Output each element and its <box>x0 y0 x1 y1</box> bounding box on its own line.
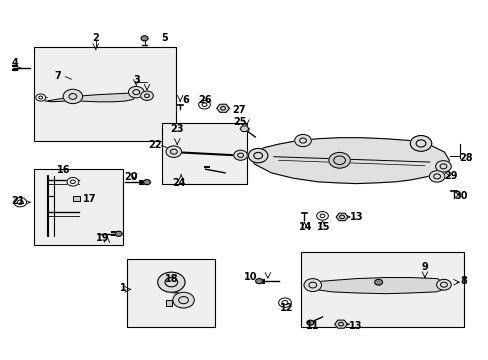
Text: 3: 3 <box>134 75 141 85</box>
Polygon shape <box>334 320 346 328</box>
Text: 30: 30 <box>453 191 467 201</box>
Circle shape <box>158 272 184 292</box>
Text: 12: 12 <box>279 303 293 313</box>
Circle shape <box>409 135 431 151</box>
Polygon shape <box>47 93 136 102</box>
Circle shape <box>255 279 262 284</box>
Circle shape <box>436 279 450 290</box>
Polygon shape <box>249 138 448 184</box>
Circle shape <box>115 231 122 236</box>
Text: 24: 24 <box>172 178 185 188</box>
Circle shape <box>141 91 153 100</box>
Circle shape <box>198 100 210 109</box>
Bar <box>165 301 172 306</box>
Bar <box>34 47 176 140</box>
Polygon shape <box>335 213 347 221</box>
Circle shape <box>14 198 26 207</box>
Text: 29: 29 <box>444 171 457 181</box>
Polygon shape <box>37 95 47 101</box>
Circle shape <box>294 134 311 147</box>
Bar <box>127 259 215 327</box>
Text: 18: 18 <box>164 274 178 284</box>
Polygon shape <box>216 104 229 112</box>
Text: 23: 23 <box>170 124 183 134</box>
Text: 21: 21 <box>11 196 25 206</box>
Circle shape <box>278 298 291 307</box>
Text: 17: 17 <box>82 194 96 204</box>
Text: 5: 5 <box>161 33 168 43</box>
Bar <box>73 196 80 201</box>
Bar <box>161 123 246 184</box>
Text: 26: 26 <box>197 95 211 105</box>
Text: 13: 13 <box>349 212 363 222</box>
Text: 20: 20 <box>124 172 138 183</box>
Text: 22: 22 <box>148 140 161 150</box>
Text: 15: 15 <box>316 222 329 232</box>
Text: 6: 6 <box>182 95 188 105</box>
Text: 7: 7 <box>54 71 61 81</box>
Text: 4: 4 <box>11 58 18 68</box>
Text: 14: 14 <box>298 222 311 232</box>
Circle shape <box>316 212 328 220</box>
Polygon shape <box>240 126 248 131</box>
Circle shape <box>374 279 382 285</box>
Text: 13: 13 <box>348 321 362 330</box>
Text: 16: 16 <box>57 165 71 175</box>
Circle shape <box>143 180 150 185</box>
Text: 19: 19 <box>96 233 110 243</box>
Text: 28: 28 <box>458 153 472 163</box>
Bar <box>300 252 463 327</box>
Circle shape <box>233 150 247 160</box>
Circle shape <box>63 89 82 104</box>
Circle shape <box>304 279 321 292</box>
Text: 8: 8 <box>460 276 467 286</box>
Circle shape <box>328 152 349 168</box>
Circle shape <box>36 94 45 101</box>
Polygon shape <box>306 278 447 294</box>
Circle shape <box>165 146 181 157</box>
Circle shape <box>248 148 267 163</box>
Circle shape <box>172 292 194 308</box>
Circle shape <box>306 320 313 325</box>
Circle shape <box>128 86 144 98</box>
Bar <box>34 169 122 244</box>
Circle shape <box>428 171 444 182</box>
Text: 9: 9 <box>421 262 427 272</box>
Text: 10: 10 <box>244 272 257 282</box>
Text: 25: 25 <box>232 117 246 127</box>
Text: 2: 2 <box>92 33 99 43</box>
Text: 1: 1 <box>120 283 126 293</box>
Circle shape <box>67 177 79 186</box>
Text: 11: 11 <box>305 321 319 330</box>
Text: 27: 27 <box>231 105 245 115</box>
Circle shape <box>141 36 148 41</box>
Circle shape <box>435 161 450 172</box>
